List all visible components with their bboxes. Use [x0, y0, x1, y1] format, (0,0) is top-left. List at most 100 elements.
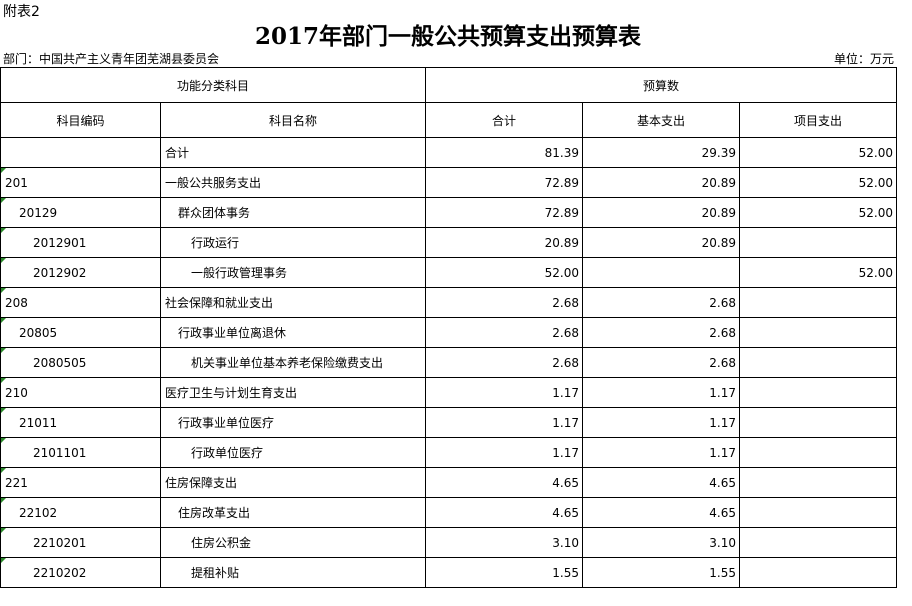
name-cell[interactable]: 一般公共服务支出	[160, 167, 426, 198]
header-functional-classification[interactable]: 功能分类科目	[0, 67, 426, 103]
code-cell[interactable]: 221	[0, 467, 161, 498]
basic-cell[interactable]: 2.68	[582, 347, 740, 378]
basic-cell[interactable]: 20.89	[582, 197, 740, 228]
text-number-marker-icon	[1, 168, 6, 173]
total-cell[interactable]: 4.65	[425, 467, 583, 498]
code-cell[interactable]: 2080505	[0, 347, 161, 378]
name-cell[interactable]: 一般行政管理事务	[160, 257, 426, 288]
basic-cell[interactable]: 1.55	[582, 557, 740, 588]
code-cell[interactable]: 21011	[0, 407, 161, 438]
project-cell[interactable]: 52.00	[739, 167, 897, 198]
code-cell[interactable]: 22102	[0, 497, 161, 528]
attachment-label: 附表2	[3, 4, 40, 20]
name-cell[interactable]: 行政事业单位医疗	[160, 407, 426, 438]
code-cell-text: 22102	[19, 505, 58, 520]
total-cell[interactable]: 2.68	[425, 287, 583, 318]
code-cell-text: 2101101	[33, 445, 87, 460]
project-cell[interactable]: 52.00	[739, 137, 897, 168]
total-cell[interactable]: 72.89	[425, 197, 583, 228]
code-cell[interactable]: 2012901	[0, 227, 161, 258]
code-cell[interactable]: 20805	[0, 317, 161, 348]
total-cell[interactable]: 2.68	[425, 317, 583, 348]
project-cell[interactable]	[739, 377, 897, 408]
basic-cell[interactable]: 20.89	[582, 167, 740, 198]
code-cell[interactable]: 2012902	[0, 257, 161, 288]
project-cell[interactable]	[739, 317, 897, 348]
project-cell[interactable]	[739, 287, 897, 318]
header-budget-amount[interactable]: 预算数	[425, 67, 897, 103]
project-cell[interactable]: 52.00	[739, 257, 897, 288]
project-cell[interactable]: 52.00	[739, 197, 897, 228]
name-cell[interactable]: 行政单位医疗	[160, 437, 426, 468]
table-row: 2012901 行政运行 20.89 20.89	[0, 227, 897, 258]
total-cell[interactable]: 4.65	[425, 497, 583, 528]
text-number-marker-icon	[1, 288, 6, 293]
code-cell[interactable]: 2210201	[0, 527, 161, 558]
name-cell[interactable]: 行政运行	[160, 227, 426, 258]
basic-cell[interactable]	[582, 257, 740, 288]
total-cell[interactable]: 1.17	[425, 437, 583, 468]
header-code[interactable]: 科目编码	[0, 102, 161, 138]
table-row: 20805 行政事业单位离退休 2.68 2.68	[0, 317, 897, 348]
header-row-columns: 科目编码 科目名称 合计 基本支出 项目支出	[0, 102, 897, 138]
name-cell[interactable]: 行政事业单位离退休	[160, 317, 426, 348]
text-number-marker-icon	[1, 198, 6, 203]
name-cell[interactable]: 住房公积金	[160, 527, 426, 558]
total-cell-text: 1.17	[552, 415, 579, 430]
basic-cell-text: 29.39	[701, 145, 736, 160]
name-cell[interactable]: 提租补贴	[160, 557, 426, 588]
project-cell[interactable]	[739, 527, 897, 558]
project-cell[interactable]	[739, 557, 897, 588]
code-cell[interactable]: 2210202	[0, 557, 161, 588]
project-cell[interactable]	[739, 347, 897, 378]
code-cell[interactable]: 20129	[0, 197, 161, 228]
table-row: 合计 81.39 29.39 52.00	[0, 137, 897, 168]
name-cell-text: 群众团体事务	[178, 206, 251, 220]
total-cell[interactable]: 20.89	[425, 227, 583, 258]
code-cell[interactable]: 208	[0, 287, 161, 318]
project-cell[interactable]	[739, 227, 897, 258]
header-project[interactable]: 项目支出	[739, 102, 897, 138]
project-cell[interactable]	[739, 497, 897, 528]
total-cell[interactable]: 1.55	[425, 557, 583, 588]
basic-cell[interactable]: 4.65	[582, 497, 740, 528]
basic-cell[interactable]: 1.17	[582, 407, 740, 438]
name-cell-text: 提租补贴	[191, 566, 240, 580]
code-cell[interactable]: 210	[0, 377, 161, 408]
code-cell[interactable]: 2101101	[0, 437, 161, 468]
basic-cell[interactable]: 2.68	[582, 317, 740, 348]
table-row: 2210201 住房公积金 3.10 3.10	[0, 527, 897, 558]
project-cell[interactable]	[739, 437, 897, 468]
name-cell[interactable]: 机关事业单位基本养老保险缴费支出	[160, 347, 426, 378]
header-basic[interactable]: 基本支出	[582, 102, 740, 138]
name-cell[interactable]: 医疗卫生与计划生育支出	[160, 377, 426, 408]
code-cell[interactable]: 201	[0, 167, 161, 198]
basic-cell[interactable]: 4.65	[582, 467, 740, 498]
header-total[interactable]: 合计	[425, 102, 583, 138]
total-cell[interactable]: 81.39	[425, 137, 583, 168]
basic-cell[interactable]: 2.68	[582, 287, 740, 318]
name-cell[interactable]: 住房改革支出	[160, 497, 426, 528]
text-number-marker-icon	[1, 318, 6, 323]
name-cell[interactable]: 社会保障和就业支出	[160, 287, 426, 318]
basic-cell[interactable]: 1.17	[582, 437, 740, 468]
basic-cell[interactable]: 1.17	[582, 377, 740, 408]
total-cell[interactable]: 3.10	[425, 527, 583, 558]
total-cell[interactable]: 2.68	[425, 347, 583, 378]
name-cell[interactable]: 群众团体事务	[160, 197, 426, 228]
basic-cell[interactable]: 29.39	[582, 137, 740, 168]
total-cell[interactable]: 1.17	[425, 407, 583, 438]
basic-cell[interactable]: 20.89	[582, 227, 740, 258]
code-cell[interactable]	[0, 137, 161, 168]
total-cell[interactable]: 1.17	[425, 377, 583, 408]
name-cell[interactable]: 住房保障支出	[160, 467, 426, 498]
code-cell-text: 208	[5, 295, 28, 310]
project-cell[interactable]	[739, 467, 897, 498]
table-row: 210 医疗卫生与计划生育支出 1.17 1.17	[0, 377, 897, 408]
name-cell[interactable]: 合计	[160, 137, 426, 168]
total-cell[interactable]: 52.00	[425, 257, 583, 288]
total-cell[interactable]: 72.89	[425, 167, 583, 198]
basic-cell[interactable]: 3.10	[582, 527, 740, 558]
header-name[interactable]: 科目名称	[160, 102, 426, 138]
project-cell[interactable]	[739, 407, 897, 438]
